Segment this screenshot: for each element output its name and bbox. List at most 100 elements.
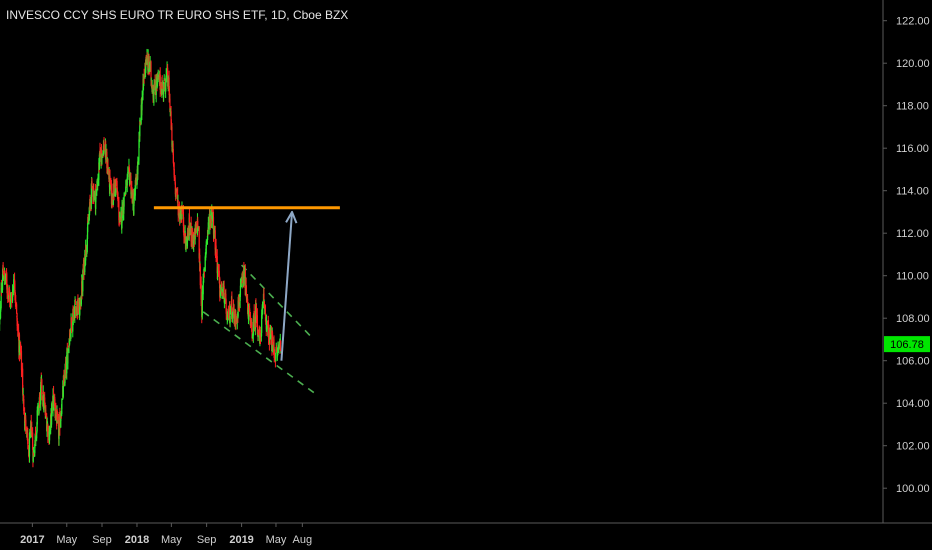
candle-body [187, 232, 189, 239]
candle [11, 291, 13, 308]
candle-body [223, 285, 225, 302]
candle [189, 228, 191, 236]
candle [223, 298, 225, 309]
candle [269, 324, 272, 340]
candle-body [263, 303, 266, 307]
candle [133, 188, 135, 207]
candle-body [77, 297, 79, 313]
candle [103, 137, 105, 151]
candle-body [138, 139, 140, 161]
candle-body [275, 351, 278, 352]
candle-body [103, 142, 105, 151]
candle-body [36, 432, 38, 439]
candle-body [185, 240, 187, 251]
candle-body [128, 166, 130, 170]
candle [273, 348, 276, 361]
last-price-badge [884, 336, 930, 353]
candle [241, 271, 244, 284]
candle-body [32, 453, 34, 463]
y-tick-label: 118.00 [896, 101, 929, 113]
y-tick-label: 116.00 [896, 143, 929, 155]
candle-body [31, 427, 33, 432]
candle-body [48, 430, 51, 441]
candle-body [7, 287, 9, 297]
candle [155, 74, 157, 103]
candle-body [87, 221, 89, 233]
candle [163, 74, 165, 81]
x-tick-label: May [266, 534, 287, 546]
candle [243, 265, 246, 278]
candle-body [231, 313, 234, 316]
candle-body [23, 398, 25, 411]
candle-body [2, 265, 4, 274]
candle-body [161, 81, 163, 88]
candle [3, 275, 5, 281]
candle-body [201, 291, 203, 316]
candle-body [267, 324, 270, 339]
candle [267, 319, 270, 345]
candle [135, 173, 137, 186]
candle-body [165, 75, 167, 78]
candle [15, 295, 17, 310]
candle [235, 315, 238, 325]
candle [239, 278, 242, 297]
candle-body [247, 308, 250, 320]
candle [13, 274, 15, 296]
candle [75, 298, 77, 305]
candle [147, 49, 149, 74]
candle [149, 56, 151, 70]
candle-body [229, 312, 232, 315]
candle [137, 157, 139, 165]
candle [74, 296, 76, 304]
candle-body [257, 331, 260, 333]
candle [29, 428, 31, 438]
candle [215, 252, 217, 262]
candle [157, 69, 159, 82]
candle-body [218, 270, 220, 281]
x-tick-label: Aug [293, 534, 313, 546]
candle-body [170, 111, 172, 123]
candle-body [163, 78, 165, 81]
candle [189, 222, 191, 229]
candle [153, 79, 155, 91]
candle [9, 289, 11, 308]
candle-body [82, 270, 84, 292]
candle [277, 344, 280, 354]
candle-body [190, 222, 192, 242]
candle-body [118, 200, 120, 221]
candle-body [231, 298, 233, 315]
candle-body [168, 77, 170, 92]
candle-body [167, 76, 169, 86]
candle-body [99, 149, 101, 155]
candle [27, 427, 29, 450]
candle-body [153, 83, 155, 91]
candle [219, 284, 221, 299]
candle-body [191, 228, 193, 244]
candle-body [264, 305, 266, 316]
y-tick-label: 108.00 [896, 313, 930, 325]
candle-body [171, 140, 173, 146]
candle [141, 90, 143, 111]
candle [91, 178, 93, 189]
candle-body [34, 450, 36, 457]
candle [225, 307, 227, 321]
candle-body [243, 271, 246, 277]
candle-body [130, 190, 132, 197]
candle-body [22, 368, 24, 393]
candle-body [65, 363, 67, 373]
candle [275, 345, 278, 353]
candle-body [24, 423, 26, 426]
candle-body [213, 228, 215, 233]
candle [213, 225, 215, 234]
candle-body [16, 318, 18, 327]
candle [123, 192, 125, 210]
candle-body [79, 299, 81, 310]
candle [33, 452, 35, 457]
candle [51, 401, 53, 414]
candle-body [213, 234, 215, 238]
y-tick-label: 106.00 [896, 356, 930, 368]
candle [37, 402, 39, 416]
candle-body [273, 339, 275, 354]
candle [126, 173, 129, 180]
